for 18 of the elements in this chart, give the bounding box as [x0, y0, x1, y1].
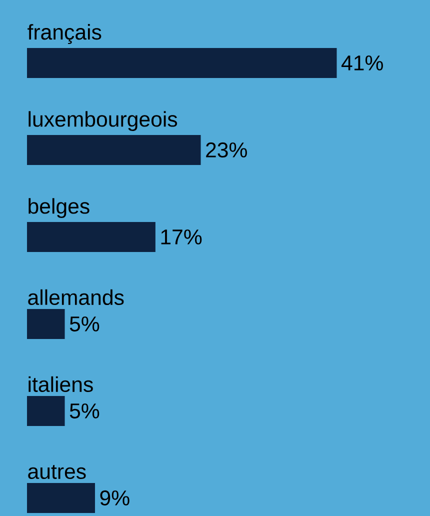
data-label: 41%	[341, 55, 383, 70]
data-label: 9%	[100, 490, 130, 506]
bar	[27, 308, 65, 339]
y-tick-label: autres	[28, 465, 86, 480]
data-label: 5%	[70, 316, 100, 332]
y-tick-label: belges	[28, 198, 90, 218]
y-tick-label: allemands	[28, 289, 124, 306]
y-tick-label: luxembourgeois	[28, 111, 178, 132]
data-label: 23%	[206, 142, 247, 158]
bar	[27, 48, 337, 78]
data-label: 5%	[70, 403, 100, 418]
y-tick-label: français	[28, 24, 102, 44]
bar	[27, 134, 201, 165]
bar	[27, 222, 156, 252]
data-label: 17%	[161, 229, 202, 244]
bar	[27, 396, 65, 426]
y-tick-label: italiens	[28, 376, 93, 392]
bar	[27, 482, 95, 513]
